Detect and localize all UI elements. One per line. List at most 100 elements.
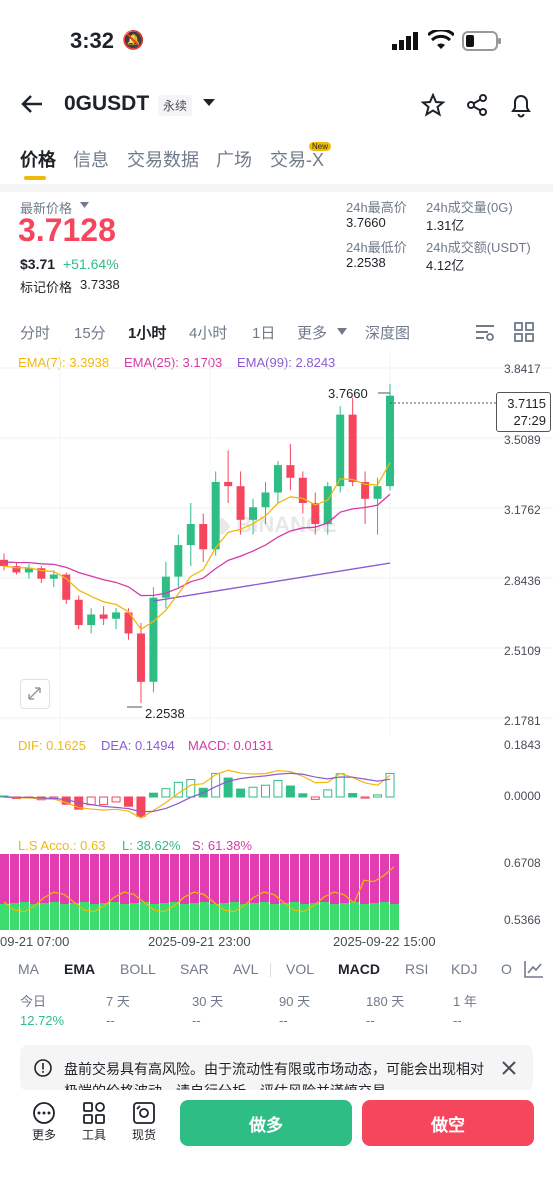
macd-bar [323, 789, 333, 798]
long-short-chart [0, 854, 399, 930]
bell-icon[interactable] [509, 92, 533, 118]
long-ratio-bar [220, 903, 229, 930]
status-bar: 3:32 🔕 [0, 0, 553, 80]
indicator-sar[interactable]: SAR [180, 961, 209, 977]
long-ratio-bar [0, 904, 9, 930]
share-icon[interactable] [465, 93, 489, 117]
candle-body [311, 503, 320, 525]
interval-1d[interactable]: 1日 [252, 325, 276, 342]
signal-icon [392, 32, 418, 50]
bottom-more[interactable]: 更多 [24, 1100, 64, 1143]
wifi-icon [428, 30, 454, 49]
chart-grid [0, 350, 553, 735]
high-label: 24h最高价 [346, 200, 407, 215]
short-ratio-bar [50, 854, 59, 902]
candle-body [174, 545, 183, 577]
macd-bar [310, 796, 320, 800]
high-marker-label: 3.7660 [328, 386, 368, 401]
caret-down-icon[interactable] [202, 98, 216, 108]
macd-axis-tick: 0.1843 [504, 738, 541, 752]
interval-line[interactable]: 分时 [20, 325, 51, 342]
indicator-kdj[interactable]: KDJ [451, 961, 478, 977]
macd-bar [273, 779, 283, 798]
indicator-ema[interactable]: EMA [64, 961, 96, 977]
interval-4h[interactable]: 4小时 [189, 325, 228, 342]
short-ratio-bar [260, 854, 269, 902]
tab-underline [24, 176, 46, 180]
short-ratio-legend: S: 61.38% [192, 838, 252, 853]
current-price-value: 3.7115 [507, 396, 546, 411]
long-ratio-bar [10, 903, 19, 930]
volume-label: 24h成交量(0G) [426, 200, 513, 215]
mark-price-label: 标记价格 [20, 280, 73, 295]
candle-body [12, 566, 21, 573]
indicator-vol[interactable]: VOL [286, 961, 315, 977]
candle-body [386, 395, 394, 487]
long-ratio-bar [60, 904, 69, 930]
indicator-chart-icon[interactable] [524, 960, 544, 978]
price-axis-tick: 2.8436 [504, 574, 541, 588]
star-icon[interactable] [421, 93, 445, 117]
short-ratio-bar [370, 854, 379, 903]
interval-more[interactable]: 更多 [297, 325, 328, 342]
time-axis-tick: 2025-09-22 15:00 [333, 934, 436, 949]
candle-body [273, 465, 282, 493]
long-ratio-bar [130, 903, 139, 930]
depth-chart-tab[interactable]: 深度图 [365, 325, 411, 342]
bottom-tools[interactable]: 工具 [74, 1100, 114, 1143]
chart-settings-icon[interactable] [474, 322, 496, 342]
bottom-spot[interactable]: 现货 [124, 1100, 164, 1143]
long-button[interactable]: 做多 [180, 1100, 352, 1146]
tab-price[interactable]: 价格 [20, 150, 56, 170]
long-ratio-bar [370, 903, 379, 930]
perf-header: 1 年 [453, 994, 477, 1009]
candle-body [211, 481, 220, 550]
indicator-rsi[interactable]: RSI [405, 961, 429, 977]
tab-info[interactable]: 信息 [73, 150, 109, 170]
ema25-line [3, 493, 391, 597]
short-ratio-bar [390, 854, 399, 904]
indicator-avl[interactable]: AVL [233, 961, 259, 977]
tab-square[interactable]: 广场 [216, 150, 252, 170]
macd-bar [373, 794, 383, 798]
macd-bar [99, 796, 109, 806]
spot-icon [124, 1100, 164, 1126]
tab-trade-x[interactable]: 交易-X [270, 150, 324, 170]
tab-trade-data[interactable]: 交易数据 [127, 150, 199, 170]
latest-price-label[interactable]: 最新价格 [20, 201, 73, 216]
back-icon[interactable] [20, 92, 44, 116]
close-icon[interactable] [501, 1060, 517, 1076]
interval-1h[interactable]: 1小时 [128, 325, 167, 342]
long-ratio-bar [390, 904, 399, 930]
candle-body [224, 481, 233, 487]
indicator-ma[interactable]: MA [18, 961, 39, 977]
short-ratio-bar [80, 854, 89, 902]
perf-value: -- [453, 1013, 462, 1028]
amount-label: 24h成交额(USDT) [426, 240, 531, 255]
candle-body [49, 574, 58, 579]
bottom-spot-label: 现货 [131, 1128, 156, 1142]
candlestick-chart[interactable]: ◆ BINANCE [0, 350, 553, 735]
indicator-macd[interactable]: MACD [338, 961, 380, 977]
long-ratio-bar [230, 902, 239, 930]
long-ratio-bar [240, 904, 249, 930]
macd-bar [298, 793, 308, 798]
short-ratio-bar [90, 854, 99, 904]
header: 0GUSDT 永续 [0, 80, 553, 130]
caret-down-icon [337, 328, 347, 335]
long-ratio-bar [50, 902, 59, 930]
indicator-more[interactable]: O [501, 961, 512, 977]
symbol-title[interactable]: 0GUSDT [64, 92, 150, 115]
short-ratio-bar [320, 854, 329, 902]
perpetual-badge: 永续 [158, 95, 193, 116]
grid-layout-icon[interactable] [514, 322, 534, 342]
long-ratio-bar [30, 904, 39, 930]
short-button[interactable]: 做空 [362, 1100, 534, 1146]
risk-notice-text: 盘前交易具有高风险。由于流动性有限或市场动态，可能会出现相对极端的价格波动。请自… [64, 1061, 484, 1091]
indicator-boll[interactable]: BOLL [120, 961, 156, 977]
candle-body [199, 524, 208, 550]
divider [0, 184, 553, 192]
long-ratio-bar [200, 902, 209, 930]
interval-15m[interactable]: 15分 [74, 325, 106, 342]
expand-chart-button[interactable] [20, 679, 50, 709]
